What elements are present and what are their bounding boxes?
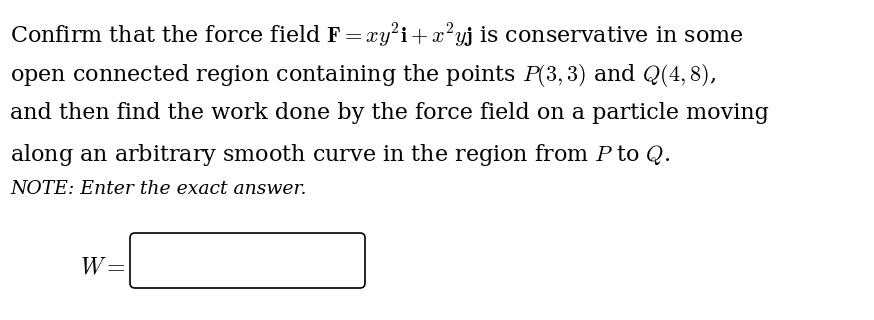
Text: and then find the work done by the force field on a particle moving: and then find the work done by the force… — [10, 102, 769, 124]
Text: NOTE: Enter the exact answer.: NOTE: Enter the exact answer. — [10, 180, 307, 198]
Text: along an arbitrary smooth curve in the region from $P$ to $Q$.: along an arbitrary smooth curve in the r… — [10, 142, 670, 168]
FancyBboxPatch shape — [130, 233, 365, 288]
Text: open connected region containing the points $P(3,3)$ and $Q(4,8)$,: open connected region containing the poi… — [10, 62, 716, 89]
Text: Confirm that the force field $\mathbf{F} = xy^2\mathbf{i} + x^2y\mathbf{j}$ is c: Confirm that the force field $\mathbf{F}… — [10, 22, 744, 50]
Text: $W =$: $W =$ — [80, 256, 126, 279]
